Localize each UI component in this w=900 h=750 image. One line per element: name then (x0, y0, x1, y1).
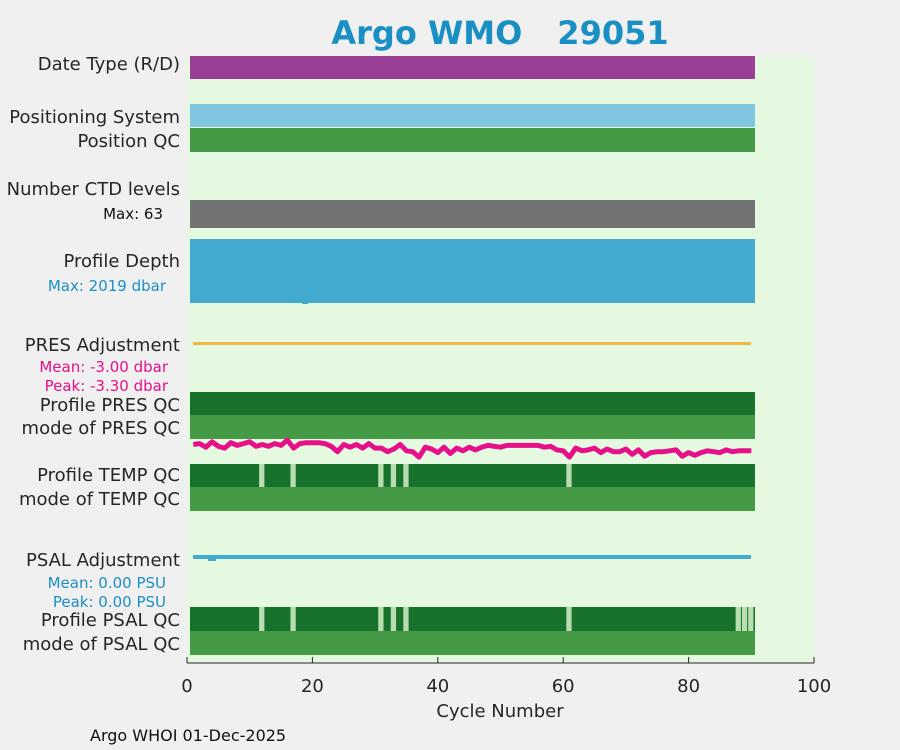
title-wmo: 29051 (557, 14, 668, 52)
label-psal-adjustment: PSAL Adjustment (26, 550, 180, 571)
label-mode-temp-qc: mode of TEMP QC (19, 489, 180, 510)
label-pres-adjustment: PRES Adjustment (25, 335, 180, 356)
qc-gap-cycle-33 (390, 607, 397, 631)
positioning-system-bar (190, 104, 755, 127)
qc-gap-cycle-89 (741, 607, 748, 631)
x-tick-label-20: 20 (301, 676, 324, 697)
x-tick-label-40: 40 (426, 676, 449, 697)
qc-gap-cycle-35 (403, 607, 409, 631)
qc-gap-cycle-31 (378, 464, 384, 487)
ctd-max-note: Max: 63 (103, 205, 163, 223)
label-mode-pres-qc: mode of PRES QC (22, 418, 180, 439)
position-qc-bar (190, 128, 755, 152)
label-ctd-levels: Number CTD levels (7, 179, 180, 200)
label-positioning-system: Positioning System (9, 107, 180, 128)
profile-pres-qc-bar (190, 392, 755, 415)
x-tick-label-80: 80 (677, 676, 700, 697)
title-prefix: Argo WMO (331, 14, 522, 52)
x-tick-label-100: 100 (797, 676, 831, 697)
pres-mean-note: Mean: -3.00 dbar (39, 358, 169, 376)
qc-gap-cycle-33 (390, 464, 397, 487)
mode-temp-qc-bar (190, 487, 755, 511)
label-profile-pres-qc: Profile PRES QC (40, 395, 180, 416)
qc-gap-cycle-17 (290, 607, 296, 631)
depth-max-note: Max: 2019 dbar (48, 277, 167, 295)
x-tick-label-0: 0 (181, 676, 192, 697)
ctd-levels-bar (190, 200, 755, 228)
profile-depth-bar (190, 239, 755, 303)
footer-credit: Argo WHOI 01-Dec-2025 (90, 726, 286, 745)
pres-peak-note: Peak: -3.30 dbar (45, 377, 169, 395)
qc-gap-cycle-17 (290, 464, 296, 487)
mode-psal-qc-bar (190, 631, 755, 655)
qc-gap-cycle-12 (259, 607, 265, 631)
profile-temp-qc-bar (190, 464, 755, 487)
temp-qc-gaps (259, 464, 572, 487)
qc-gap-cycle-31 (378, 607, 384, 631)
psal-dip-mark (208, 558, 216, 561)
chart-title: Argo WMO 29051 (331, 14, 668, 52)
date-type-bar (190, 56, 755, 79)
profile-psal-qc-bar (190, 607, 755, 631)
label-position-qc: Position QC (77, 131, 180, 152)
x-axis-label: Cycle Number (436, 701, 564, 722)
psal-peak-note: Peak: 0.00 PSU (53, 593, 166, 611)
x-tick-label-60: 60 (552, 676, 575, 697)
label-profile-depth: Profile Depth (63, 251, 180, 272)
qc-gap-cycle-35 (403, 464, 409, 487)
psal-qc-gaps (259, 607, 754, 631)
qc-gap-cycle-90 (748, 607, 754, 631)
qc-gap-cycle-61 (566, 464, 572, 487)
psal-adjustment-line (193, 555, 751, 559)
plot-area (187, 57, 814, 663)
qc-gap-cycle-12 (259, 464, 265, 487)
mode-pres-qc-bar (190, 415, 755, 439)
psal-mean-note: Mean: 0.00 PSU (48, 574, 166, 592)
label-mode-psal-qc: mode of PSAL QC (23, 634, 180, 655)
qc-gap-cycle-88 (735, 607, 741, 631)
label-date-type: Date Type (R/D) (38, 54, 180, 75)
label-profile-temp-qc: Profile TEMP QC (37, 465, 180, 486)
pres-qc-series-line (192, 437, 752, 460)
x-axis-ticks: 0 20 40 60 80 100 (181, 657, 831, 697)
depth-dip-mark (302, 301, 308, 304)
label-profile-psal-qc: Profile PSAL QC (41, 610, 180, 631)
qc-gap-cycle-61 (566, 607, 572, 631)
pres-adjustment-line (193, 342, 751, 345)
